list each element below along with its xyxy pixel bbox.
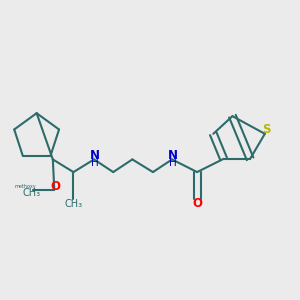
Text: H: H xyxy=(169,158,176,168)
Text: S: S xyxy=(262,124,271,136)
Text: methoxy: methoxy xyxy=(15,184,36,189)
Text: CH₃: CH₃ xyxy=(22,188,40,198)
Text: O: O xyxy=(50,180,60,193)
Text: H: H xyxy=(91,158,98,168)
Text: O: O xyxy=(192,197,202,210)
Text: CH₃: CH₃ xyxy=(64,199,82,209)
Text: N: N xyxy=(168,148,178,161)
Text: N: N xyxy=(90,148,100,161)
